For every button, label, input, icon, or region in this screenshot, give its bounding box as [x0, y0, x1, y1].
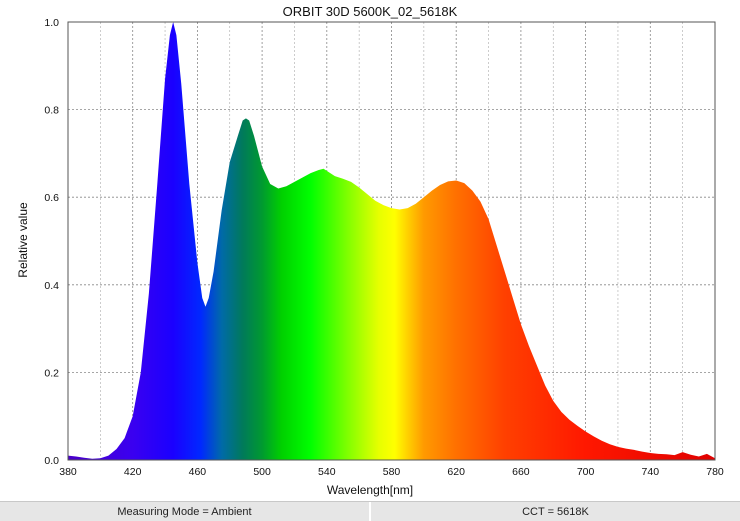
x-tick-label: 580: [383, 466, 401, 478]
spectrum-chart: 380 420 460 500 540 580 620 660 700 740 780 0.0 0.2 0…: [16, 4, 724, 497]
y-tick-label: 0.6: [44, 192, 59, 204]
tick-labels: 380 420 460 500 540 580 620 660 700 740 780 0.0 0.2 0…: [44, 17, 724, 478]
x-tick-label: 660: [512, 466, 530, 478]
x-tick-label: 380: [59, 466, 77, 478]
x-tick-label: 500: [253, 466, 271, 478]
x-tick-label: 460: [189, 466, 207, 478]
measuring-mode-label: Measuring Mode = Ambient: [117, 505, 252, 518]
y-tick-label: 0.0: [44, 455, 59, 467]
y-tick-label: 0.2: [44, 367, 59, 379]
chart-title: ORBIT 30D 5600K_02_5618K: [283, 4, 458, 19]
status-bar: Measuring Mode = Ambient CCT = 5618K: [0, 501, 740, 521]
spectrum-area: [68, 22, 715, 460]
x-tick-label: 700: [577, 466, 595, 478]
y-tick-label: 0.8: [44, 105, 59, 117]
x-tick-label: 620: [447, 466, 465, 478]
x-tick-label: 540: [318, 466, 336, 478]
x-tick-label: 420: [124, 466, 142, 478]
plot-frame: [67, 21, 716, 461]
x-tick-label: 740: [642, 466, 660, 478]
spectrum-area-layer: [68, 22, 715, 460]
y-tick-label: 1.0: [44, 17, 59, 29]
y-axis-label: Relative value: [16, 202, 30, 278]
x-tick-label: 780: [706, 466, 724, 478]
x-axis-label: Wavelength[nm]: [327, 483, 413, 497]
y-tick-label: 0.4: [44, 280, 59, 292]
cct-label: CCT = 5618K: [369, 502, 740, 521]
